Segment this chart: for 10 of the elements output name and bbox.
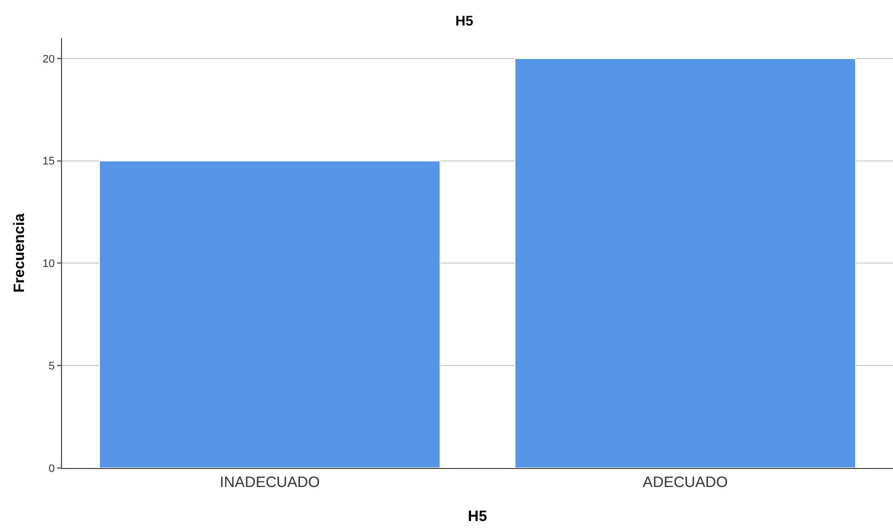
y-tick-label: 5 xyxy=(48,360,55,372)
y-axis-title: Frecuencia xyxy=(10,212,28,293)
x-tick-label: ADECUADO xyxy=(642,474,728,491)
y-tick-label: 15 xyxy=(42,156,55,168)
x-axis-title: H5 xyxy=(468,508,488,525)
y-tick-label: 20 xyxy=(42,53,55,66)
y-tick-label: 10 xyxy=(42,258,55,270)
chart-title: H5 xyxy=(455,12,474,29)
x-tick-label: INADECUADO xyxy=(220,474,320,491)
y-tick-label: 0 xyxy=(48,462,55,475)
